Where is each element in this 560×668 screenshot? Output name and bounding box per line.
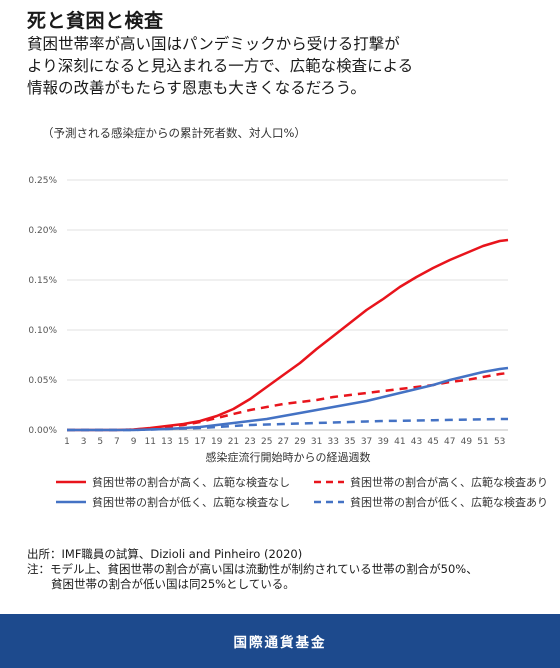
x-tick-label: 33 xyxy=(328,437,339,447)
subtitle-line: より深刻になると見込まれる一方で、広範な検査による xyxy=(27,57,414,75)
subtitle-line: 貧困世帯率が高い国はパンデミックから受ける打撃が xyxy=(27,35,400,53)
x-tick-label: 45 xyxy=(427,437,438,447)
footer-label: 国際通貨基金 xyxy=(233,635,327,651)
x-tick-label: 3 xyxy=(81,437,87,447)
series-line-3 xyxy=(67,366,509,432)
x-tick-label: 49 xyxy=(461,437,473,447)
y-tick-label: 0.25% xyxy=(28,176,57,186)
note-line: 注：モデル上、貧困世帯の割合が高い国は流動性が制約されている世帯の割合が50%、 xyxy=(27,562,478,576)
x-tick-label: 35 xyxy=(344,437,355,447)
source-line: 出所：IMF職員の試算、Dizioli and Pinheiro (2020) xyxy=(27,547,303,561)
x-tick-label: 5 xyxy=(97,437,103,447)
note-line: 貧困世帯の割合が低い国は同25%としている。 xyxy=(51,577,295,591)
y-tick-label: 0.00% xyxy=(28,426,57,436)
legend-label: 貧困世帯の割合が低く、広範な検査あり xyxy=(350,496,548,509)
legend-swatch-blue-solid xyxy=(56,500,86,504)
x-tick-label: 51 xyxy=(477,437,488,447)
source-note: 出所：IMF職員の試算、Dizioli and Pinheiro (2020) … xyxy=(27,547,478,592)
x-tick-label: 23 xyxy=(244,437,255,447)
legend-swatch-red-solid xyxy=(56,480,86,484)
legend-item: 貧困世帯の割合が高く、広範な検査なし xyxy=(56,474,290,490)
legend-item: 貧困世帯の割合が低く、広範な検査あり xyxy=(314,494,548,510)
x-tick-label: 21 xyxy=(228,437,239,447)
x-tick-label: 13 xyxy=(161,437,172,447)
unit-note: （予測される感染症からの累計死者数、対人口%） xyxy=(42,126,306,140)
x-tick-label: 27 xyxy=(278,437,289,447)
x-tick-label: 29 xyxy=(294,437,306,447)
legend-swatch-blue-dashed xyxy=(314,500,344,504)
x-axis-label: 感染症流行開始時からの経過週数 xyxy=(206,450,371,464)
x-tick-label: 39 xyxy=(377,437,389,447)
legend-label: 貧困世帯の割合が高く、広範な検査なし xyxy=(92,476,290,489)
chart-title: 死と貧困と検査 xyxy=(27,10,164,32)
x-tick-label: 31 xyxy=(311,437,322,447)
chart-subtitle: 貧困世帯率が高い国はパンデミックから受ける打撃が より深刻になると見込まれる一方… xyxy=(27,33,547,99)
series-lines xyxy=(67,238,509,432)
x-tick-label: 15 xyxy=(178,437,189,447)
x-tick-label: 53 xyxy=(494,437,505,447)
x-tick-label: 11 xyxy=(144,437,155,447)
x-tick-label: 37 xyxy=(361,437,372,447)
x-tick-label: 19 xyxy=(211,437,223,447)
y-tick-label: 0.10% xyxy=(28,326,57,336)
x-tick-label: 1 xyxy=(64,437,70,447)
y-axis-ticks: 0.00% 0.05% 0.10% 0.15% 0.20% 0.25% xyxy=(28,176,57,436)
x-axis-ticks: 1 3 5 7 9 11 13 15 17 19 21 23 25 27 29 31 33 35 37 39 41 43 4… xyxy=(64,437,505,447)
legend-item: 貧困世帯の割合が低く、広範な検査なし xyxy=(56,494,290,510)
x-tick-label: 43 xyxy=(411,437,422,447)
series-line-1 xyxy=(67,238,509,432)
series-line-4 xyxy=(67,417,508,432)
chart-legend: 貧困世帯の割合が高く、広範な検査なし 貧困世帯の割合が高く、広範な検査あり 貧困… xyxy=(56,474,548,514)
x-tick-label: 41 xyxy=(394,437,405,447)
x-tick-label: 25 xyxy=(261,437,272,447)
x-tick-label: 9 xyxy=(131,437,137,447)
x-tick-label: 17 xyxy=(194,437,205,447)
x-tick-label: 47 xyxy=(444,437,455,447)
footer-bar: 国際通貨基金 xyxy=(0,614,560,668)
legend-swatch-red-dashed xyxy=(314,480,344,484)
line-chart: 0.00%0.05%0.10%0.15%0.20%0.25% 1 3 5 7 9 11 13… xyxy=(28,176,509,464)
x-tick-label: 7 xyxy=(114,437,120,447)
gridlines xyxy=(67,179,508,431)
y-tick-label: 0.15% xyxy=(28,276,57,286)
y-tick-label: 0.20% xyxy=(28,226,57,236)
legend-item: 貧困世帯の割合が高く、広範な検査あり xyxy=(314,474,548,490)
legend-label: 貧困世帯の割合が低く、広範な検査なし xyxy=(92,496,290,509)
y-tick-label: 0.05% xyxy=(28,376,57,386)
subtitle-line: 情報の改善がもたらす恩恵も大きくなるだろう。 xyxy=(27,79,366,97)
legend-label: 貧困世帯の割合が高く、広範な検査あり xyxy=(350,476,548,489)
